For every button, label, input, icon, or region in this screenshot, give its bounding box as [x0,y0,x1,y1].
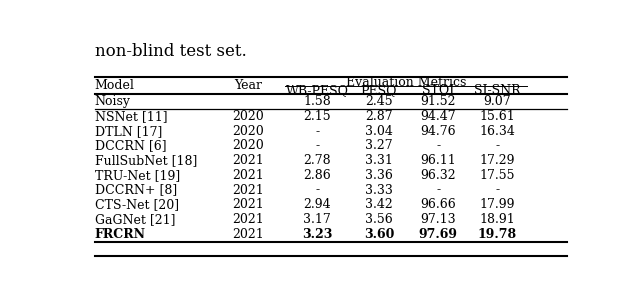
Text: 2.15: 2.15 [303,110,331,123]
Text: 2021: 2021 [232,213,263,226]
Text: 2021: 2021 [232,198,263,211]
Text: 94.47: 94.47 [420,110,456,123]
Text: Noisy: Noisy [94,95,131,108]
Text: 94.76: 94.76 [420,125,456,138]
Text: 3.23: 3.23 [302,228,332,241]
Text: 2020: 2020 [232,125,263,138]
Text: 3.27: 3.27 [365,139,393,152]
Text: 3.36: 3.36 [365,169,393,182]
Text: 2.94: 2.94 [303,198,331,211]
Text: PESQ: PESQ [360,84,397,97]
Text: 2.86: 2.86 [303,169,331,182]
Text: 96.11: 96.11 [420,154,456,167]
Text: 1.58: 1.58 [303,95,331,108]
Text: STOI: STOI [422,84,454,97]
Text: non-blind test set.: non-blind test set. [94,43,246,60]
Text: 91.52: 91.52 [420,95,456,108]
Text: Year: Year [234,79,262,92]
Text: FullSubNet [18]: FullSubNet [18] [94,154,197,167]
Text: 19.78: 19.78 [478,228,517,241]
Text: TRU-Net [19]: TRU-Net [19] [94,169,180,182]
Text: 3.31: 3.31 [365,154,393,167]
Text: 18.91: 18.91 [480,213,516,226]
Text: 3.60: 3.60 [364,228,394,241]
Text: DTLN [17]: DTLN [17] [94,125,162,138]
Text: CTS-Net [20]: CTS-Net [20] [94,198,179,211]
Text: FRCRN: FRCRN [94,228,145,241]
Text: SI-SNR: SI-SNR [474,84,521,97]
Text: 2020: 2020 [232,139,263,152]
Text: -: - [496,184,500,197]
Text: -: - [315,125,319,138]
Text: 17.55: 17.55 [480,169,516,182]
Text: 2021: 2021 [232,169,263,182]
Text: 3.33: 3.33 [365,184,393,197]
Text: 3.56: 3.56 [365,213,393,226]
Text: -: - [315,139,319,152]
Text: Model: Model [94,79,135,92]
Text: 17.99: 17.99 [480,198,516,211]
Text: -: - [496,139,500,152]
Text: DCCRN [6]: DCCRN [6] [94,139,167,152]
Text: 2021: 2021 [232,154,263,167]
Text: 96.32: 96.32 [420,169,456,182]
Text: 3.04: 3.04 [365,125,393,138]
Text: -: - [436,139,440,152]
Text: 16.34: 16.34 [480,125,516,138]
Text: 97.69: 97.69 [419,228,457,241]
Text: DCCRN+ [8]: DCCRN+ [8] [94,184,177,197]
Text: 2021: 2021 [232,184,263,197]
Text: 96.66: 96.66 [420,198,456,211]
Text: Evaluation Metrics: Evaluation Metrics [346,76,466,89]
Text: GaGNet [21]: GaGNet [21] [94,213,175,226]
Text: 2021: 2021 [232,228,263,241]
Text: WB-PESQ: WB-PESQ [286,84,348,97]
Text: 17.29: 17.29 [480,154,516,167]
Text: 2020: 2020 [232,110,263,123]
Text: 15.61: 15.61 [480,110,516,123]
Text: 9.07: 9.07 [484,95,512,108]
Text: -: - [436,184,440,197]
Text: -: - [315,184,319,197]
Text: 2.87: 2.87 [365,110,393,123]
Text: 97.13: 97.13 [420,213,456,226]
Text: 2.78: 2.78 [303,154,331,167]
Text: 3.42: 3.42 [365,198,393,211]
Text: 3.17: 3.17 [303,213,331,226]
Text: 2.45: 2.45 [365,95,393,108]
Text: NSNet [11]: NSNet [11] [94,110,167,123]
